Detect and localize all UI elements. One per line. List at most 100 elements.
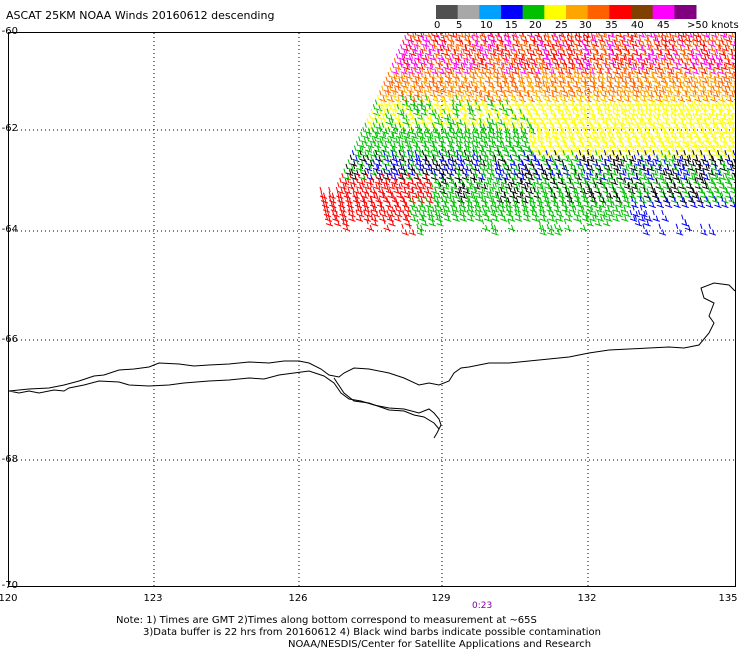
wind-barb [447, 182, 455, 195]
wind-barb [386, 209, 395, 222]
wind-barb [449, 33, 457, 38]
wind-barb [719, 145, 728, 158]
wind-barb [455, 33, 463, 43]
wind-barb [732, 62, 735, 73]
wind-barb [451, 205, 459, 218]
wind-barb [648, 53, 657, 66]
wind-barb [462, 62, 471, 75]
wind-barb [492, 173, 501, 186]
wind-barb [448, 76, 457, 89]
wind-barb [440, 122, 449, 135]
wind-barb [512, 136, 521, 149]
wind-barb [427, 99, 436, 112]
wind-barb [465, 145, 473, 158]
wind-barb [378, 186, 387, 199]
wind-barb [565, 67, 574, 80]
wind-barb [679, 108, 687, 121]
wind-barb [400, 154, 408, 167]
wind-barb [579, 182, 588, 195]
wind-barb [457, 127, 466, 140]
wind-barb [715, 53, 723, 66]
wind-barb [503, 122, 511, 135]
wind-barb [582, 191, 590, 204]
colorbar-label: 20 [529, 20, 542, 31]
wind-barb [730, 48, 735, 60]
wind-barb [551, 35, 560, 48]
wind-barb [451, 200, 460, 213]
wind-barb [612, 33, 620, 43]
wind-barb [372, 205, 380, 218]
wind-barb [510, 62, 519, 75]
wind-barb [623, 196, 632, 209]
wind-barb [683, 48, 691, 61]
wind-barb [639, 53, 648, 66]
wind-barb [507, 219, 516, 232]
wind-barb [355, 209, 364, 222]
wind-barb [606, 191, 614, 204]
wind-barb [541, 76, 550, 89]
wind-barb [588, 209, 597, 222]
wind-barb [681, 85, 689, 98]
wind-barb [509, 168, 518, 181]
wind-barb [592, 90, 601, 103]
wind-barb [431, 159, 440, 172]
wind-barb [436, 200, 444, 213]
wind-barb [424, 173, 433, 186]
wind-barb [402, 58, 411, 71]
wind-barb [537, 33, 545, 43]
wind-barb [420, 214, 429, 227]
wind-barb [403, 177, 411, 190]
wind-barb [459, 186, 468, 199]
wind-barb [654, 58, 663, 71]
wind-barb [480, 136, 489, 149]
wind-barb [585, 145, 594, 158]
wind-barb [535, 81, 543, 94]
wind-barb [648, 117, 657, 130]
wind-barb [543, 177, 552, 190]
wind-barb [568, 131, 576, 144]
wind-barb [602, 214, 611, 227]
wind-barb [443, 99, 452, 112]
wind-barb [705, 196, 714, 209]
wind-barb [464, 90, 473, 103]
wind-barb [468, 39, 477, 52]
wind-barb [536, 196, 545, 209]
wind-barb [733, 159, 735, 170]
wind-barb [463, 140, 472, 153]
wind-barb [647, 94, 656, 107]
wind-barb [639, 168, 648, 181]
wind-barb [602, 145, 611, 158]
wind-barb [672, 168, 680, 181]
wind-barb [443, 209, 452, 222]
wind-barb [355, 200, 364, 213]
wind-barb [441, 113, 449, 126]
wind-barb [612, 209, 620, 222]
wind-barb [554, 223, 562, 236]
wind-barb [496, 136, 504, 149]
wind-barb [551, 90, 560, 103]
wind-barb [479, 90, 488, 103]
colorbar-swatch [609, 5, 632, 19]
wind-barb [641, 154, 649, 167]
wind-barb [472, 136, 481, 149]
wind-barb [616, 154, 625, 167]
wind-barb [595, 173, 604, 186]
wind-barb [336, 191, 345, 204]
wind-barb [526, 33, 535, 38]
wind-barb [710, 159, 719, 172]
wind-barb [398, 159, 407, 172]
wind-barb [470, 48, 479, 61]
wind-barb [703, 85, 712, 98]
note-line-2: 3)Data buffer is 22 hrs from 20160612 4)… [143, 627, 601, 638]
lon-label-120: 120 [0, 593, 18, 604]
wind-barb [554, 150, 562, 163]
wind-barb [671, 67, 680, 80]
wind-barb [662, 33, 670, 38]
wind-barb [603, 173, 611, 186]
wind-barb [527, 81, 536, 94]
wind-barb [604, 48, 613, 61]
wind-barb [707, 186, 716, 199]
wind-barb [693, 33, 702, 38]
wind-barb [390, 122, 398, 135]
wind-barb [639, 196, 648, 209]
